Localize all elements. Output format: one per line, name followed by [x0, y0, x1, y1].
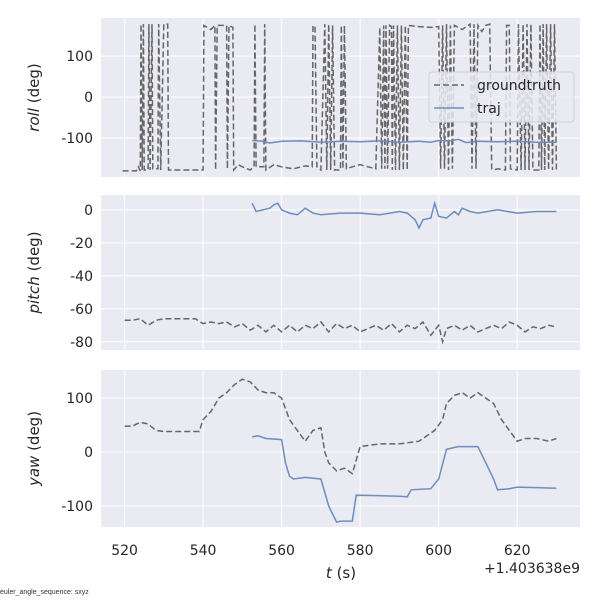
footer-note: euler_angle_sequence: sxyz: [0, 589, 89, 596]
x-offset-label: +1.403638e9: [484, 561, 580, 577]
plot-area: [101, 370, 580, 527]
y-tick-label: 0: [84, 203, 93, 219]
y-axis-label: roll (deg): [25, 63, 43, 131]
legend-label-groundtruth: groundtruth: [477, 78, 561, 94]
x-tick-label: 520: [111, 543, 138, 559]
y-tick-label: -100: [61, 131, 93, 147]
y-tick-label: -20: [70, 236, 93, 252]
series-traj: [252, 138, 557, 144]
legend-label-traj: traj: [477, 101, 501, 117]
x-tick-label: 560: [268, 543, 295, 559]
y-tick-label: -80: [70, 335, 93, 351]
series-groundtruth: [122, 22, 558, 172]
legend: groundtruth traj: [428, 71, 575, 123]
y-tick-label: 0: [84, 445, 93, 461]
y-tick-label: 100: [66, 391, 93, 407]
y-tick-label: -40: [70, 269, 93, 285]
x-axis-label: t (s): [326, 564, 356, 582]
y-tick-label: -60: [70, 302, 93, 318]
x-tick-label: 540: [190, 543, 217, 559]
x-tick-label: 580: [347, 543, 374, 559]
series-traj: [252, 435, 557, 523]
y-tick-label: 0: [84, 90, 93, 106]
x-tick-label: 600: [425, 543, 452, 559]
legend-box: [428, 71, 575, 123]
subplot-2: 100 0 -100 yaw (deg): [25, 370, 580, 527]
y-tick-label: -100: [61, 499, 93, 515]
x-tick-label: 620: [504, 543, 531, 559]
y-axis-label: yaw (deg): [25, 411, 43, 487]
series-groundtruth: [124, 378, 557, 475]
y-tick-label: 100: [66, 49, 93, 65]
series-traj: [251, 200, 557, 230]
subplot-1: 0 -20 -40 -60 -80 pitch (deg): [25, 195, 580, 351]
y-axis-label: pitch (deg): [25, 231, 43, 314]
series-groundtruth: [124, 317, 557, 345]
plot-area: [101, 195, 580, 350]
